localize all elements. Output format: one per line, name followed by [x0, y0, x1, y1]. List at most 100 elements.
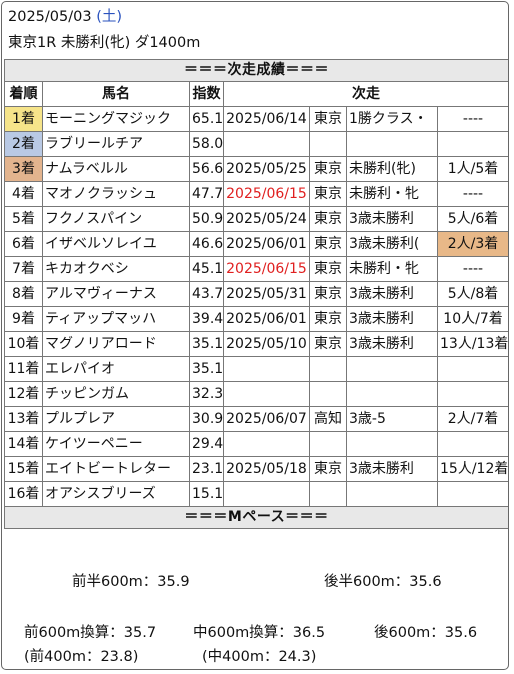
horse-name-cell: チッピンガム [42, 381, 190, 407]
rank-cell: 2着 [4, 131, 43, 157]
next-date-cell: 2025/05/24 [223, 206, 310, 232]
table-row: 14着 ケイツーペニー 29.4 [4, 431, 508, 457]
next-result-cell: 13人/13着 [436, 331, 508, 357]
next-venue-cell: 東京 [309, 231, 347, 257]
horse-name-cell: プルプレア [42, 406, 190, 432]
table-row: 1着 モーニングマジック 65.1 2025/06/14 東京 1勝クラス・ ---- [4, 106, 508, 132]
next-race-cell: 未勝利・牝 [346, 256, 438, 282]
back600-pace: 後600m：35.6 [374, 625, 478, 641]
next-date-cell: 2025/05/31 [223, 281, 310, 307]
col-header-name: 馬名 [42, 81, 190, 107]
index-cell: 50.9 [189, 206, 224, 232]
next-venue-cell [309, 381, 347, 407]
index-cell: 23.1 [189, 456, 224, 482]
table-row: 5着 フクノスパイン 50.9 2025/05/24 東京 3歳未勝利 5人/6着 [4, 206, 508, 232]
horse-name-cell: マグノリアロード [42, 331, 190, 357]
horse-name-cell: エレパイオ [42, 356, 190, 382]
next-date-cell [223, 381, 310, 407]
index-cell: 35.1 [189, 356, 224, 382]
next-race-cell [346, 381, 438, 407]
race-title: 東京1R 未勝利(牝) ダ1400m [8, 35, 201, 51]
next-race-cell [346, 356, 438, 382]
next-result-cell [436, 131, 508, 157]
first-half-pace: 前半600m：35.9 [72, 574, 190, 590]
next-race-cell: 3歳-5 [346, 406, 438, 432]
next-venue-cell: 東京 [309, 456, 347, 482]
next-date-cell: 2025/05/10 [223, 331, 310, 357]
index-cell: 46.6 [189, 231, 224, 257]
rank-cell: 1着 [4, 106, 43, 132]
next-date-cell [223, 131, 310, 157]
pace-section-header: ＝＝＝Mペース＝＝＝ [3, 506, 508, 529]
next-venue-cell: 東京 [309, 106, 347, 132]
horse-name-cell: キカオクベシ [42, 256, 190, 282]
index-cell: 15.1 [189, 481, 224, 507]
next-result-cell [436, 381, 508, 407]
table-row: 12着 チッピンガム 32.3 [4, 381, 508, 407]
next-result-cell: 15人/12着 [436, 456, 508, 482]
next-result-cell: 5人/6着 [436, 206, 508, 232]
horse-name-cell: ティアップマッハ [42, 306, 190, 332]
next-result-cell: ---- [436, 181, 508, 207]
rank-cell: 14着 [4, 431, 43, 457]
rank-cell: 12着 [4, 381, 43, 407]
next-race-cell: 未勝利・牝 [346, 181, 438, 207]
front600-pace: 前600m換算：35.7 [24, 625, 157, 641]
horse-name-cell: モーニングマジック [42, 106, 190, 132]
rank-cell: 15着 [4, 456, 43, 482]
table-row: 4着 マオノクラッシュ 47.7 2025/06/15 東京 未勝利・牝 ---- [4, 181, 508, 207]
index-cell: 43.7 [189, 281, 224, 307]
rank-cell: 16着 [4, 481, 43, 507]
next-venue-cell [309, 481, 347, 507]
horse-name-cell: オアシスブリーズ [42, 481, 190, 507]
table-row: 11着 エレパイオ 35.1 [4, 356, 508, 382]
next-race-cell: 3歳未勝利 [346, 206, 438, 232]
horse-name-cell: ラブリールチア [42, 131, 190, 157]
next-venue-cell: 東京 [309, 281, 347, 307]
table-row: 3着 ナムラベルル 56.6 2025/05/25 東京 未勝利(牝) 1人/5着 [4, 156, 508, 182]
front400-pace: (前400m：23.8) [24, 649, 139, 665]
index-cell: 29.4 [189, 431, 224, 457]
index-cell: 58.0 [189, 131, 224, 157]
table-row: 2着 ラブリールチア 58.0 [4, 131, 508, 157]
next-result-cell [436, 356, 508, 382]
next-date-cell: 2025/06/15 [223, 256, 310, 282]
rank-cell: 10着 [4, 331, 43, 357]
next-date-cell [223, 481, 310, 507]
next-race-section-header: ＝＝＝次走成績＝＝＝ [3, 59, 508, 82]
next-venue-cell: 東京 [309, 181, 347, 207]
table-row: 10着 マグノリアロード 35.1 2025/05/10 東京 3歳未勝利 13人/13着 [4, 331, 508, 357]
next-race-cell [346, 431, 438, 457]
index-cell: 56.6 [189, 156, 224, 182]
next-date-cell: 2025/05/18 [223, 456, 310, 482]
next-result-cell: ---- [436, 256, 508, 282]
rank-cell: 3着 [4, 156, 43, 182]
mid400-pace: (中400m：24.3) [202, 649, 317, 665]
next-race-cell: 3歳未勝利( [346, 231, 438, 257]
next-race-cell [346, 131, 438, 157]
rank-cell: 11着 [4, 356, 43, 382]
next-venue-cell: 高知 [309, 406, 347, 432]
results-table: ＝＝＝次走成績＝＝＝ 着順 馬名 指数 次走 1着 モーニングマジック 65.1 20… [3, 59, 508, 529]
next-venue-cell [309, 356, 347, 382]
next-date-cell: 2025/05/25 [223, 156, 310, 182]
col-header-index: 指数 [189, 81, 224, 107]
race-weekday: 土 [101, 9, 117, 25]
next-race-cell: 3歳未勝利 [346, 281, 438, 307]
table-row: 6着 イザベルソレイユ 46.6 2025/06/01 東京 3歳未勝利(2人/3着 [4, 231, 508, 257]
next-race-cell: 3歳未勝利 [346, 331, 438, 357]
index-cell: 47.7 [189, 181, 224, 207]
next-result-cell [436, 481, 508, 507]
next-race-cell: 未勝利(牝) [346, 156, 438, 182]
next-venue-cell: 東京 [309, 156, 347, 182]
rank-cell: 4着 [4, 181, 43, 207]
next-date-cell: 2025/06/14 [223, 106, 310, 132]
table-row: 15着 エイトビートレター 23.1 2025/05/18 東京 3歳未勝利 15人/12着 [4, 456, 508, 482]
table-row: 8着 アルマヴィーナス 43.7 2025/05/31 東京 3歳未勝利 5人/8着 [4, 281, 508, 307]
rank-cell: 7着 [4, 256, 43, 282]
next-race-cell [346, 481, 438, 507]
rank-cell: 8着 [4, 281, 43, 307]
race-date-line: 2025/05/03 (土) [8, 9, 123, 25]
next-result-cell: 10人/7着 [436, 306, 508, 332]
next-date-cell: 2025/06/15 [223, 181, 310, 207]
